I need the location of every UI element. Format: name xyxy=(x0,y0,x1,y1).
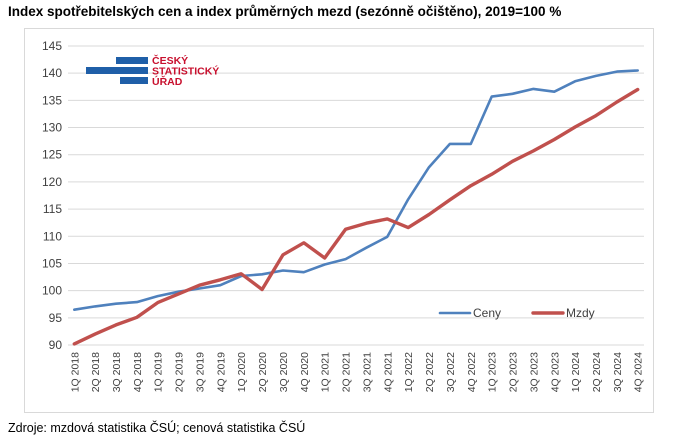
x-tick-label: 3Q 2018 xyxy=(111,352,123,392)
x-tick-label: 3Q 2022 xyxy=(445,352,457,392)
legend: Ceny Mzdy xyxy=(438,306,595,320)
x-tick-label: 3Q 2023 xyxy=(528,352,540,392)
y-tick-label: 145 xyxy=(42,39,62,53)
logo-bar xyxy=(116,57,148,64)
x-axis-ticks: 1Q 2018 2Q 2018 3Q 2018 4Q 2018 1Q 2019 2Q 20… xyxy=(69,352,644,392)
x-tick-label: 1Q 2020 xyxy=(236,352,248,392)
y-tick-label: 140 xyxy=(42,66,62,80)
y-tick-label: 105 xyxy=(42,256,62,270)
x-tick-label: 2Q 2019 xyxy=(174,352,186,392)
x-tick-label: 3Q 2020 xyxy=(278,352,290,392)
x-tick-label: 4Q 2019 xyxy=(215,352,227,392)
y-axis-ticks: 90 95 100 105 110 115 120 125 130 135 140 145 xyxy=(42,39,62,352)
y-tick-label: 115 xyxy=(43,202,62,216)
x-tick-label: 2Q 2022 xyxy=(424,352,436,392)
y-tick-label: 130 xyxy=(42,121,62,135)
x-tick-label: 4Q 2023 xyxy=(549,352,561,392)
logo-text: ČESKÝ xyxy=(152,54,188,67)
x-tick-label: 4Q 2022 xyxy=(466,352,478,392)
logo-bar xyxy=(86,67,148,74)
chart-frame xyxy=(24,28,654,413)
x-tick-label: 2Q 2018 xyxy=(90,352,102,392)
grid-lines xyxy=(68,45,644,346)
x-tick-label: 3Q 2019 xyxy=(194,352,206,392)
legend-label-mzdy: Mzdy xyxy=(566,306,595,320)
y-tick-label: 90 xyxy=(49,338,63,352)
x-tick-label: 3Q 2021 xyxy=(361,352,373,392)
x-tick-label: 2Q 2024 xyxy=(591,352,603,392)
x-tick-label: 2Q 2023 xyxy=(508,352,520,392)
series-line-mzdy xyxy=(72,87,640,346)
y-tick-label: 120 xyxy=(42,175,62,189)
y-tick-label: 125 xyxy=(42,148,62,162)
chart-title: Index spotřebitelských cen a index průmě… xyxy=(8,4,562,19)
x-tick-label: 3Q 2024 xyxy=(612,352,624,392)
x-tick-label: 4Q 2024 xyxy=(633,352,645,392)
series-line-ceny xyxy=(73,69,640,312)
source-note: Zdroje: mzdová statistika ČSÚ; cenová st… xyxy=(8,421,306,435)
y-tick-label: 110 xyxy=(43,229,62,243)
series-lines xyxy=(72,69,640,346)
legend-label-ceny: Ceny xyxy=(473,306,501,320)
x-tick-label: 2Q 2020 xyxy=(257,352,269,392)
x-tick-label: 1Q 2024 xyxy=(570,352,582,392)
logo-bar xyxy=(120,77,148,84)
y-tick-label: 95 xyxy=(49,311,63,325)
x-tick-label: 1Q 2022 xyxy=(403,352,415,392)
x-tick-label: 1Q 2021 xyxy=(320,352,332,392)
logo-text: ÚŘAD xyxy=(152,75,183,88)
y-tick-label: 135 xyxy=(42,93,62,107)
logo-text: STATISTICKÝ xyxy=(152,65,219,78)
y-tick-label: 100 xyxy=(42,284,62,298)
x-tick-label: 4Q 2021 xyxy=(382,352,394,392)
x-tick-label: 1Q 2019 xyxy=(153,352,165,392)
x-tick-label: 2Q 2021 xyxy=(341,352,353,392)
x-tick-label: 4Q 2020 xyxy=(299,352,311,392)
x-tick-label: 1Q 2023 xyxy=(487,352,499,392)
x-tick-label: 4Q 2018 xyxy=(132,352,144,392)
x-tick-label: 1Q 2018 xyxy=(69,352,81,392)
